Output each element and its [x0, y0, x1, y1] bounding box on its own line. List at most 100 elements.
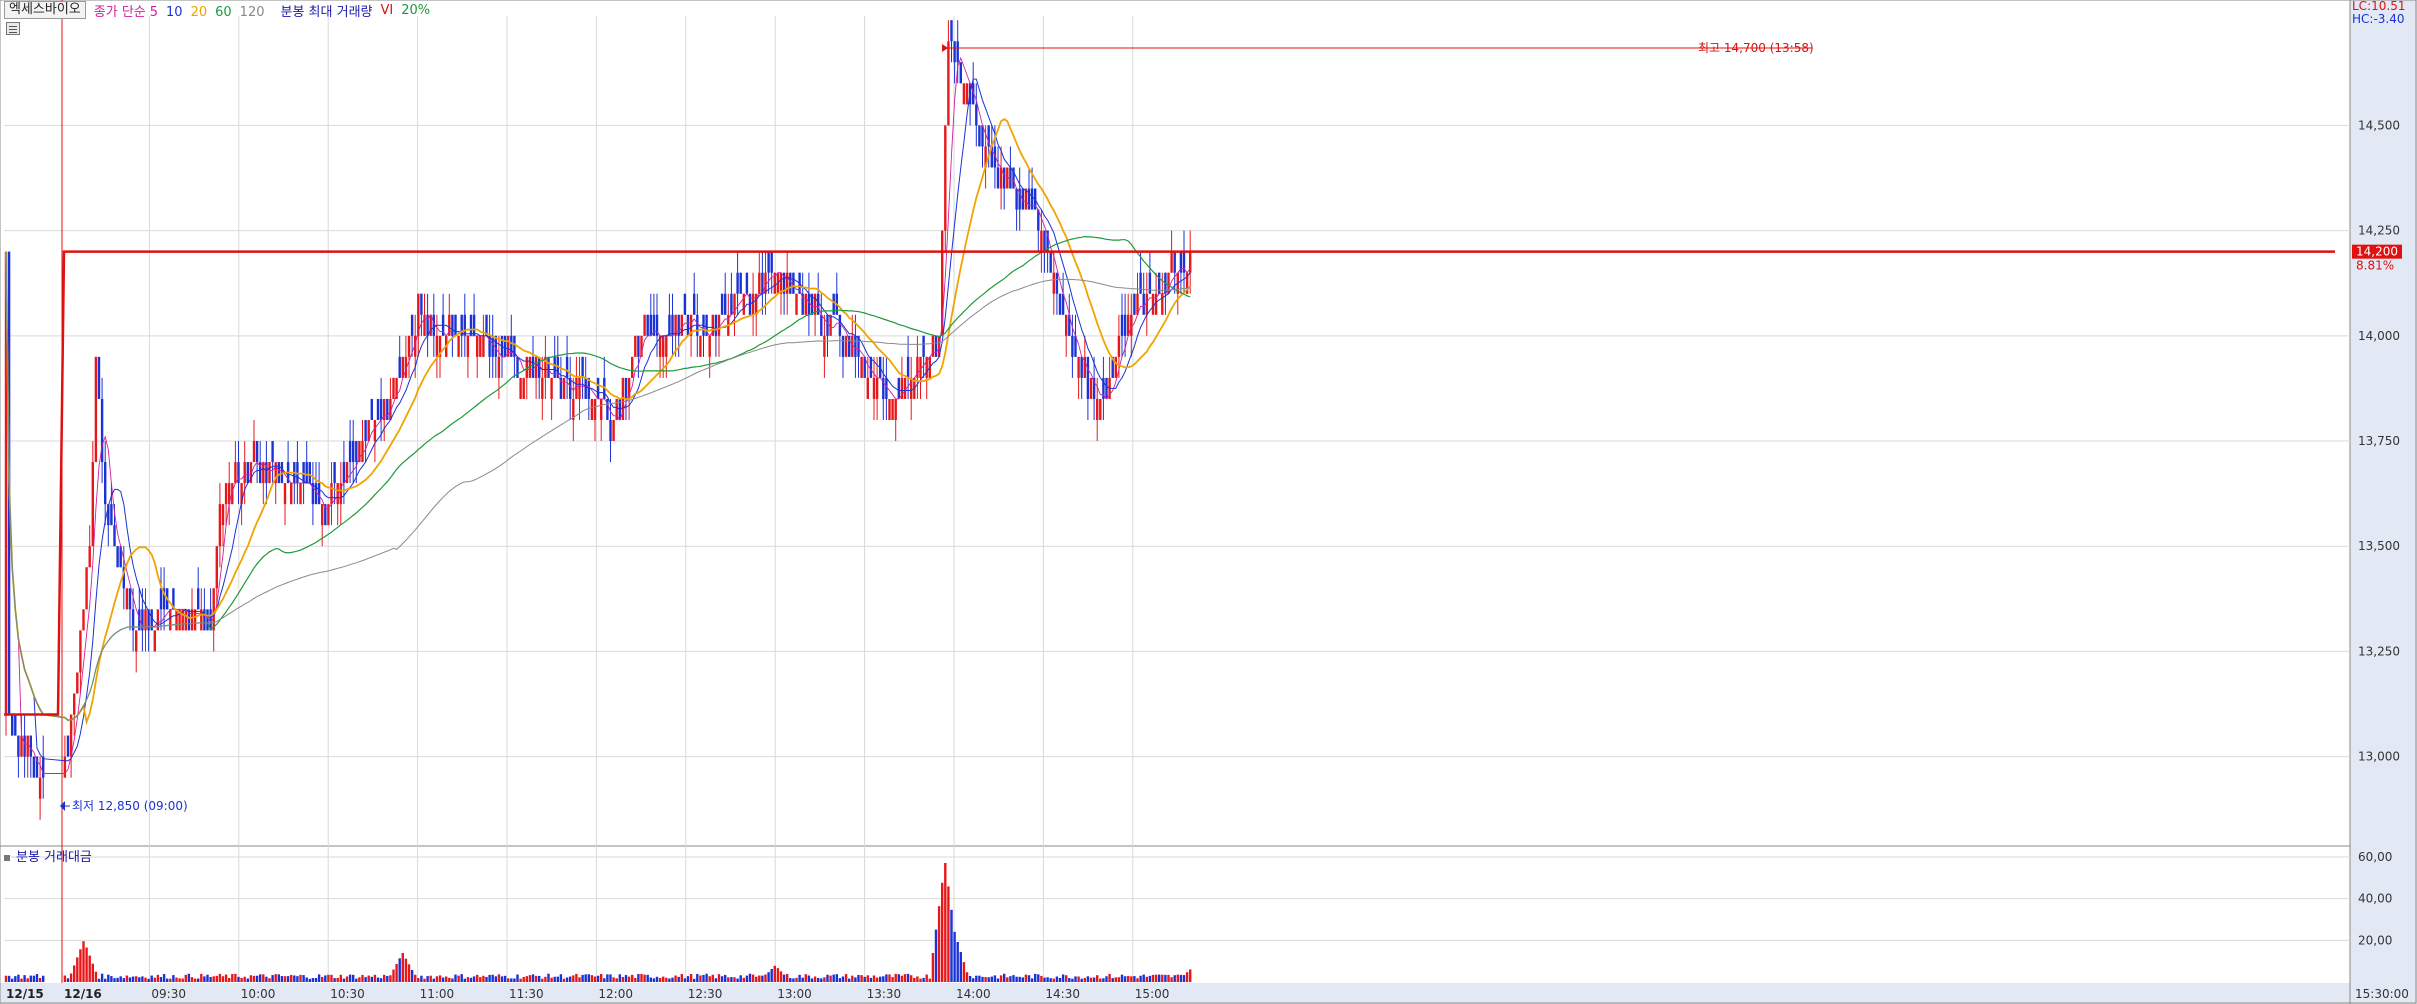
price-candle	[1083, 356, 1086, 378]
price-candle	[621, 377, 625, 420]
price-candle	[438, 335, 442, 357]
volume-bar	[1123, 976, 1127, 982]
time-tick-label: 11:30	[509, 987, 544, 1001]
price-candle	[187, 609, 191, 631]
volume-bar	[655, 976, 659, 982]
volume-bar	[658, 978, 662, 982]
volume-bar	[1145, 976, 1148, 982]
volume-bar	[469, 977, 473, 982]
vi-label[interactable]: VI	[380, 2, 394, 18]
price-candle	[624, 377, 628, 399]
volume-bar	[472, 976, 476, 982]
price-tick-label: 14,250	[2358, 224, 2400, 238]
volume-bar	[717, 974, 721, 982]
volume-bar	[451, 978, 454, 982]
volume-bar	[742, 977, 745, 982]
price-candle	[42, 756, 45, 778]
volume-bar	[1142, 974, 1145, 982]
volume-bar	[1164, 974, 1167, 982]
volume-bar	[1074, 976, 1077, 982]
volume-panel-title[interactable]: 분봉 거래대금	[4, 846, 92, 865]
volume-bar	[441, 977, 445, 982]
volume-bar	[414, 974, 417, 982]
price-candle	[314, 483, 318, 505]
price-candle	[203, 609, 206, 631]
volume-bar	[1154, 974, 1158, 982]
price-candle	[962, 83, 966, 105]
volume-bar	[792, 978, 795, 982]
ma-legend[interactable]: 종가 단순 5 10 20 60 120	[94, 1, 273, 20]
volume-tick-label: 40,00	[2358, 892, 2392, 906]
volume-bar	[268, 978, 271, 982]
volume-bar	[327, 974, 330, 982]
price-candle	[813, 293, 817, 315]
price-candle	[1049, 251, 1052, 273]
ma-60-line	[5, 235, 1191, 721]
volume-bar	[624, 975, 628, 982]
time-axis-bg	[0, 983, 2417, 1004]
volume-bar	[317, 974, 321, 982]
volume-bar	[615, 978, 618, 982]
price-candle	[35, 756, 39, 778]
volume-bar	[996, 978, 1000, 982]
price-candle	[910, 377, 913, 399]
price-candle	[97, 356, 101, 399]
price-candle	[348, 441, 352, 463]
volume-bar	[975, 975, 978, 982]
volume-bar	[280, 976, 284, 982]
price-candle	[547, 356, 550, 378]
volume-bar	[680, 973, 683, 982]
current-price-tag	[2352, 244, 2402, 259]
price-candle	[733, 293, 736, 315]
volume-bar	[953, 931, 956, 982]
price-candle	[482, 335, 485, 357]
volume-bar	[135, 976, 138, 982]
price-candle	[246, 462, 249, 484]
volume-bar	[727, 977, 730, 982]
price-candle	[844, 335, 848, 357]
volume-bar	[352, 974, 355, 982]
price-candle	[941, 230, 944, 336]
volume-legend[interactable]: 분봉 최대 거래량	[280, 4, 373, 20]
ma-5-label: 5	[149, 4, 159, 20]
chart-header: 엑세스바이오 종가 단순 5 10 20 60 120 분봉 최대 거래량 VI 20%	[0, 0, 438, 20]
volume-bar	[91, 963, 94, 982]
price-candle	[305, 462, 308, 484]
price-candle	[330, 483, 333, 505]
volume-bar	[138, 977, 141, 982]
volume-bar	[944, 862, 947, 982]
volume-bar	[804, 974, 807, 982]
volume-bar	[392, 969, 395, 982]
volume-bar	[541, 978, 544, 982]
price-candle	[82, 609, 85, 631]
price-candle	[640, 335, 643, 357]
price-candle	[389, 398, 392, 420]
price-candle	[1021, 188, 1024, 210]
price-candle	[590, 398, 594, 420]
price-candle	[507, 335, 510, 357]
volume-bar	[872, 975, 876, 982]
volume-bar	[376, 977, 380, 982]
price-candle	[150, 609, 153, 631]
volume-bar	[314, 977, 318, 982]
stock-name-button[interactable]: 엑세스바이오	[4, 1, 86, 19]
price-candle	[773, 272, 776, 294]
volume-bar	[652, 978, 656, 982]
price-candle	[1127, 314, 1130, 336]
price-candle	[615, 398, 618, 420]
volume-bar	[330, 974, 333, 982]
volume-bar	[972, 978, 975, 982]
volume-bar	[85, 947, 88, 982]
price-candle	[1099, 398, 1102, 420]
volume-bar	[556, 976, 559, 982]
price-candle	[934, 335, 938, 357]
volume-bar	[823, 977, 826, 982]
price-candle	[128, 588, 132, 610]
table-icon[interactable]	[6, 22, 20, 35]
volume-bar	[1055, 976, 1059, 982]
price-candle	[1154, 293, 1158, 315]
price-candle	[1009, 167, 1012, 189]
volume-bar	[42, 975, 45, 982]
